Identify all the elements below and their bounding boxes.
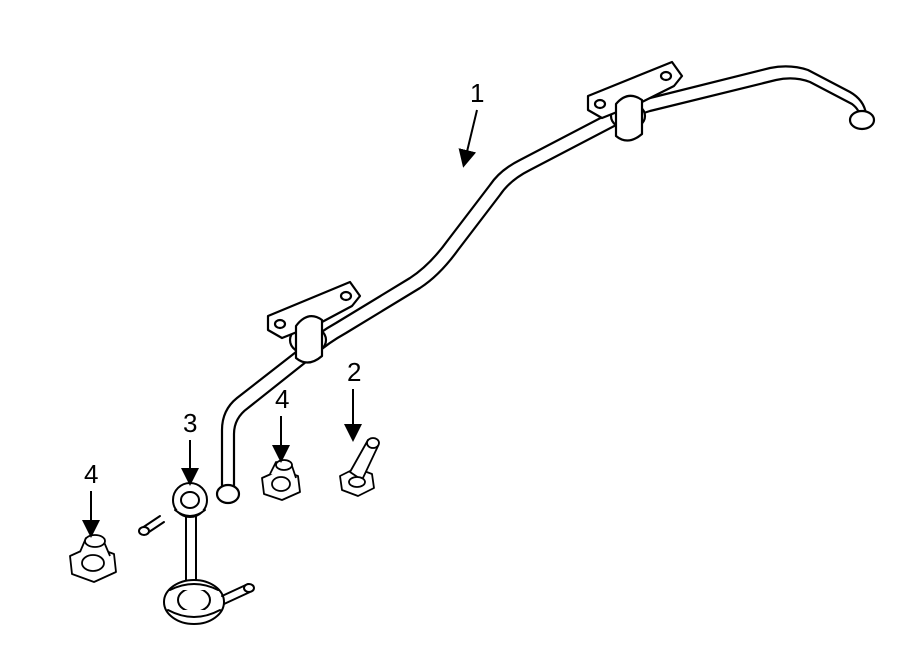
callout-label-4b: 4 (84, 459, 98, 490)
callout-label-3: 3 (183, 408, 197, 439)
callout-label-2: 2 (347, 357, 361, 388)
callout-label-4a: 4 (275, 384, 289, 415)
part-stabilizer-link (139, 483, 254, 624)
arrow-1 (465, 110, 477, 160)
parts-illustration (0, 0, 900, 661)
left-bracket (268, 282, 360, 363)
part-nut-b (70, 535, 116, 582)
callout-label-1: 1 (470, 78, 484, 109)
part-stabilizer-bar (217, 62, 874, 503)
right-bracket (588, 62, 682, 141)
part-bolt (340, 438, 379, 496)
parts-diagram-canvas: 1 2 3 4 4 (0, 0, 900, 661)
part-nut-a (262, 460, 300, 500)
